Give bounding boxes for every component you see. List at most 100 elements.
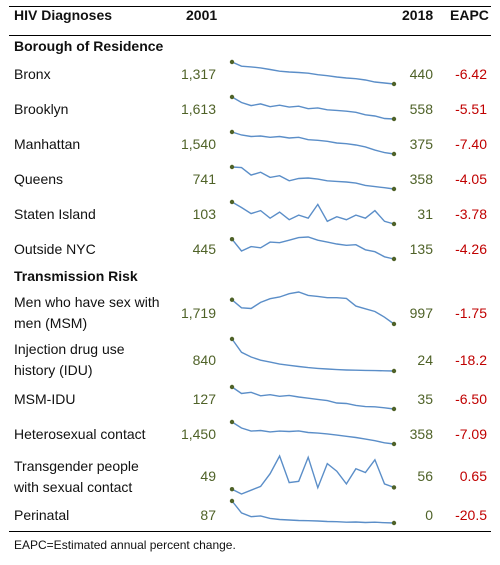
value-2018: 440 [409,66,433,82]
value-2001: 1,613 [180,101,216,117]
row-label: Manhattan [14,136,81,152]
header-bottom-rule [9,35,491,36]
value-2001: 445 [192,241,216,257]
sparkline-start-point [229,59,235,65]
eapc-value: -4.05 [455,171,487,187]
eapc-value: -6.42 [455,66,487,82]
footer-rule [9,531,491,532]
sparkline-start-point [229,297,235,302]
value-2001: 49 [200,468,216,484]
header-title: HIV Diagnoses [14,7,113,23]
sparkline-start-point [229,384,235,390]
sparkline [229,164,397,192]
sparkline-start-point [229,164,235,170]
sparkline [229,454,397,495]
sparkline-end-point [391,368,397,374]
value-2018: 358 [409,171,433,187]
sparkline-start-point [229,336,235,342]
sparkline-series-line [231,61,395,85]
value-2001: 127 [192,391,216,407]
row-label: Transgender people with sexual contact [14,458,139,495]
sparkline [229,94,397,122]
value-2018: 24 [417,352,433,368]
sparkline [229,336,397,374]
value-2018: 358 [409,426,433,442]
sparkline-series-line [231,421,395,445]
sparkline-start-point [229,199,235,205]
row-label: Perinatal [14,507,70,523]
sparkline-start-point [229,94,235,100]
value-2018: 558 [409,101,433,117]
sparkline-end-point [391,406,397,412]
eapc-value: -18.2 [455,352,487,368]
sparkline-start-point [229,237,235,242]
value-2001: 1,540 [180,136,216,152]
sparkline [229,59,397,87]
sparkline-end-point [391,186,397,192]
row-label: Staten Island [14,206,96,222]
sparkline [229,129,397,157]
value-2001: 741 [192,171,216,187]
sparkline [229,384,397,412]
sparkline-end-point [391,520,397,526]
section-borough: Borough of Residence [14,38,164,54]
sparkline-series-line [231,96,395,120]
row-label: Brooklyn [14,101,69,117]
header-top-rule [9,6,491,7]
row-label: Injection drug use history (IDU) [14,341,125,378]
value-2018: 56 [417,468,433,484]
eapc-value: -3.78 [455,206,487,222]
value-2018: 375 [409,136,433,152]
row-label: Queens [14,171,64,187]
sparkline-series-line [231,500,395,524]
sparkline-series-line [231,338,395,372]
sparkline-series-line [231,454,395,495]
sparkline [229,498,397,526]
sparkline [229,236,397,262]
sparkline-start-point [229,129,235,135]
value-2018: 0 [425,507,433,523]
eapc-value: -1.75 [455,305,487,321]
sparkline-end-point [391,151,397,157]
value-2018: 31 [417,206,433,222]
row-label: Heterosexual contact [14,426,146,442]
value-2001: 1,450 [180,426,216,442]
value-2018: 135 [409,241,433,257]
sparkline-end-point [391,485,397,490]
eapc-value: -4.26 [455,241,487,257]
sparkline [229,291,397,327]
sparkline-end-point [391,321,397,327]
header-2018: 2018 [402,7,434,23]
header-2001: 2001 [186,7,218,23]
row-label: Outside NYC [14,241,96,257]
sparkline-series-line [231,386,395,410]
sparkline-series-line [231,131,395,155]
eapc-value: -7.09 [455,426,487,442]
row-label: Men who have sex with men (MSM) [14,294,160,331]
sparkline-end-point [391,81,397,87]
sparkline-end-point [391,221,397,227]
eapc-value: -6.50 [455,391,487,407]
value-2001: 103 [192,206,216,222]
sparkline-end-point [391,256,397,262]
sparkline [229,419,397,447]
eapc-value: -20.5 [455,507,487,523]
value-2001: 87 [200,507,216,523]
eapc-value: -7.40 [455,136,487,152]
header-eapc: EAPC [450,7,489,23]
section-transmission: Transmission Risk [14,268,138,284]
sparkline-end-point [391,441,397,447]
value-2001: 840 [192,352,216,368]
value-2001: 1,317 [180,66,216,82]
sparkline-start-point [229,498,235,504]
eapc-value: -5.51 [455,101,487,117]
value-2018: 997 [409,305,433,321]
sparkline-start-point [229,486,235,492]
sparkline-series-line [231,236,395,260]
sparkline-series-line [231,166,395,190]
row-label: Bronx [14,66,51,82]
value-2018: 35 [417,391,433,407]
sparkline-end-point [391,116,397,122]
sparkline-start-point [229,419,235,425]
row-label: MSM-IDU [14,391,76,407]
